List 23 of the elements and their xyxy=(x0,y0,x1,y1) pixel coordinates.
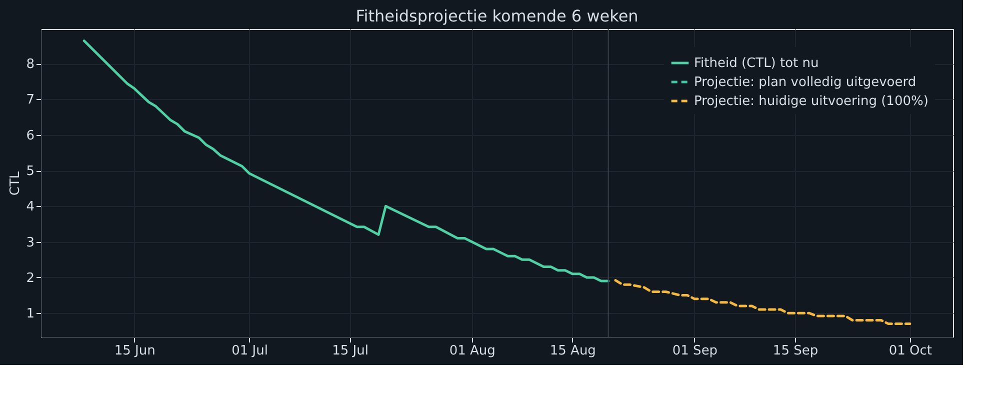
y-tick-label: 7 xyxy=(26,92,34,108)
line-series xyxy=(614,279,912,326)
line-series xyxy=(82,40,610,282)
y-tick-label: 5 xyxy=(26,164,34,180)
y-tick-label: 6 xyxy=(26,128,34,144)
legend-label: Projectie: plan volledig uitgevoerd xyxy=(694,75,916,90)
x-tick-label: 15 Jun xyxy=(114,344,156,358)
x-tick-label: 01 Oct xyxy=(888,344,932,358)
y-tick-label: 1 xyxy=(26,306,34,322)
legend-label: Projectie: huidige uitvoering (100%) xyxy=(694,94,928,109)
y-tick-label: 3 xyxy=(26,235,34,250)
x-tick-label: 15 Sep xyxy=(772,344,818,358)
x-tick-label: 15 Jul xyxy=(332,344,368,358)
x-tick-label: 01 Jul xyxy=(232,344,268,358)
legend-label: Fitheid (CTL) tot nu xyxy=(694,56,819,71)
chart-title: Fitheidsprojectie komende 6 weken xyxy=(356,6,638,26)
x-tick-label: 01 Sep xyxy=(672,344,718,358)
y-axis-title: CTL xyxy=(8,170,24,196)
y-tick-label: 4 xyxy=(26,200,34,215)
x-tick-label: 15 Aug xyxy=(550,344,596,358)
y-tick-label: 2 xyxy=(26,270,34,286)
x-tick-label: 01 Aug xyxy=(449,344,496,358)
y-tick-label: 8 xyxy=(26,57,34,72)
